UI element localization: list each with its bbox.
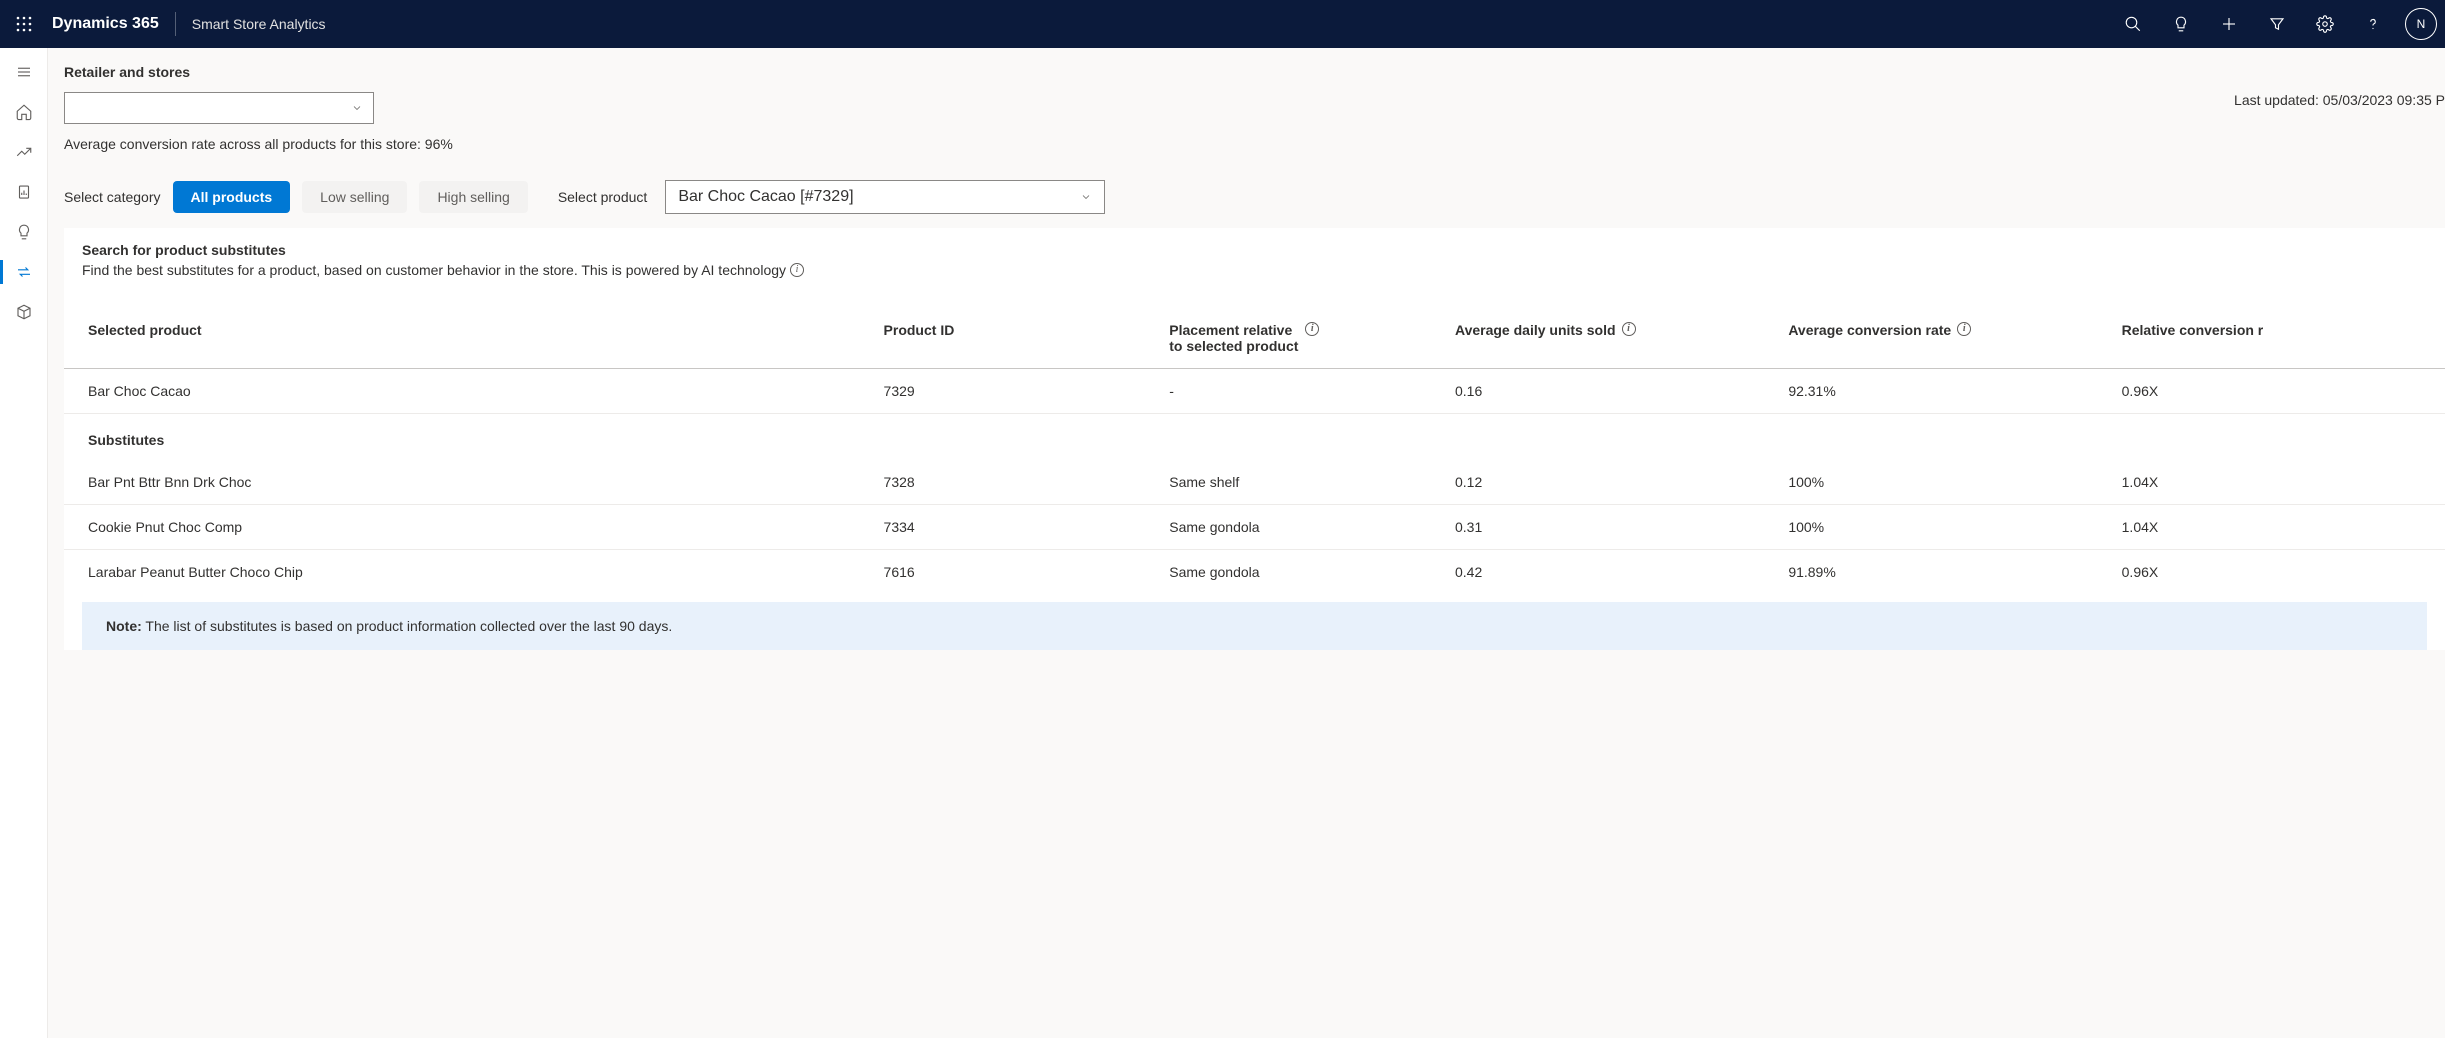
avg-conversion-text: Average conversion rate across all produ… — [64, 136, 2234, 152]
pill-high-selling[interactable]: High selling — [419, 181, 527, 213]
app-launcher-icon[interactable] — [8, 8, 40, 40]
cell-placement: Same gondola — [1159, 505, 1445, 550]
cell-name: Cookie Pnut Choc Comp — [64, 505, 874, 550]
filter-icon[interactable] — [2253, 0, 2301, 48]
trend-up-icon[interactable] — [0, 132, 48, 172]
cell-rel: 1.04X — [2112, 505, 2445, 550]
substitutes-table: Selected product Product ID Placement re… — [64, 308, 2445, 594]
card-description: Find the best substitutes for a product,… — [82, 262, 786, 278]
cell-placement: Same shelf — [1159, 460, 1445, 505]
col-product-id: Product ID — [874, 308, 1160, 369]
avatar-initial: N — [2417, 17, 2426, 31]
cell-rel: 0.96X — [2112, 369, 2445, 414]
home-icon[interactable] — [0, 92, 48, 132]
cell-id: 7329 — [874, 369, 1160, 414]
substitutes-card: Search for product substitutes Find the … — [64, 228, 2445, 650]
cell-rel: 1.04X — [2112, 460, 2445, 505]
swap-icon[interactable] — [0, 252, 48, 292]
col-conversion: Average conversion rate — [1788, 322, 1951, 338]
cell-id: 7616 — [874, 550, 1160, 595]
cell-units: 0.42 — [1445, 550, 1778, 595]
brand-title[interactable]: Dynamics 365 — [40, 15, 171, 33]
col-relative: Relative conversion r — [2112, 308, 2445, 369]
app-name[interactable]: Smart Store Analytics — [180, 16, 338, 32]
retailer-label: Retailer and stores — [64, 64, 2234, 80]
cell-placement: - — [1159, 369, 1445, 414]
pill-low-selling[interactable]: Low selling — [302, 181, 407, 213]
retailer-dropdown[interactable] — [64, 92, 374, 124]
info-icon[interactable]: i — [1305, 322, 1319, 336]
main-content: Retailer and stores Average conversion r… — [48, 48, 2445, 1038]
cell-name: Larabar Peanut Butter Choco Chip — [64, 550, 874, 595]
info-icon[interactable]: i — [1622, 322, 1636, 336]
info-icon[interactable]: i — [790, 263, 804, 277]
search-icon[interactable] — [2109, 0, 2157, 48]
cell-rel: 0.96X — [2112, 550, 2445, 595]
gear-icon[interactable] — [2301, 0, 2349, 48]
sidebar — [0, 48, 48, 1038]
top-bar: Dynamics 365 Smart Store Analytics N — [0, 0, 2445, 48]
select-product-label: Select product — [558, 189, 648, 205]
product-dropdown[interactable]: Bar Choc Cacao [#7329] — [665, 180, 1105, 214]
note-bar: Note: The list of substitutes is based o… — [82, 602, 2427, 650]
substitutes-label: Substitutes — [64, 414, 2445, 461]
select-category-label: Select category — [64, 189, 161, 205]
avatar[interactable]: N — [2405, 8, 2437, 40]
pill-all-products[interactable]: All products — [173, 181, 291, 213]
plus-icon[interactable] — [2205, 0, 2253, 48]
last-updated: Last updated: 05/03/2023 09:35 P — [2234, 92, 2445, 108]
selected-product-row: Bar Choc Cacao 7329 - 0.16 92.31% 0.96X — [64, 369, 2445, 414]
cell-conv: 100% — [1778, 505, 2111, 550]
hamburger-icon[interactable] — [0, 52, 48, 92]
cell-id: 7334 — [874, 505, 1160, 550]
cell-units: 0.12 — [1445, 460, 1778, 505]
info-icon[interactable]: i — [1957, 322, 1971, 336]
table-row: Larabar Peanut Butter Choco Chip 7616 Sa… — [64, 550, 2445, 595]
cell-name: Bar Choc Cacao — [64, 369, 874, 414]
cell-units: 0.16 — [1445, 369, 1778, 414]
cell-placement: Same gondola — [1159, 550, 1445, 595]
table-row: Bar Pnt Bttr Bnn Drk Choc 7328 Same shel… — [64, 460, 2445, 505]
col-selected-product: Selected product — [64, 308, 874, 369]
chevron-down-icon — [351, 102, 363, 114]
card-title: Search for product substitutes — [82, 242, 2427, 258]
note-label: Note: — [106, 618, 142, 634]
cell-id: 7328 — [874, 460, 1160, 505]
cell-conv: 92.31% — [1778, 369, 2111, 414]
box-icon[interactable] — [0, 292, 48, 332]
col-placement: Placement relative to selected product — [1169, 322, 1299, 354]
divider — [175, 12, 176, 36]
table-row: Cookie Pnut Choc Comp 7334 Same gondola … — [64, 505, 2445, 550]
cell-name: Bar Pnt Bttr Bnn Drk Choc — [64, 460, 874, 505]
lightbulb-side-icon[interactable] — [0, 212, 48, 252]
chevron-down-icon — [1080, 191, 1092, 203]
lightbulb-icon[interactable] — [2157, 0, 2205, 48]
clipboard-chart-icon[interactable] — [0, 172, 48, 212]
col-units-sold: Average daily units sold — [1455, 322, 1616, 338]
cell-conv: 91.89% — [1778, 550, 2111, 595]
product-dropdown-value: Bar Choc Cacao [#7329] — [678, 188, 853, 206]
substitutes-header-row: Substitutes — [64, 414, 2445, 461]
help-icon[interactable] — [2349, 0, 2397, 48]
cell-conv: 100% — [1778, 460, 2111, 505]
cell-units: 0.31 — [1445, 505, 1778, 550]
note-text: The list of substitutes is based on prod… — [142, 618, 672, 634]
